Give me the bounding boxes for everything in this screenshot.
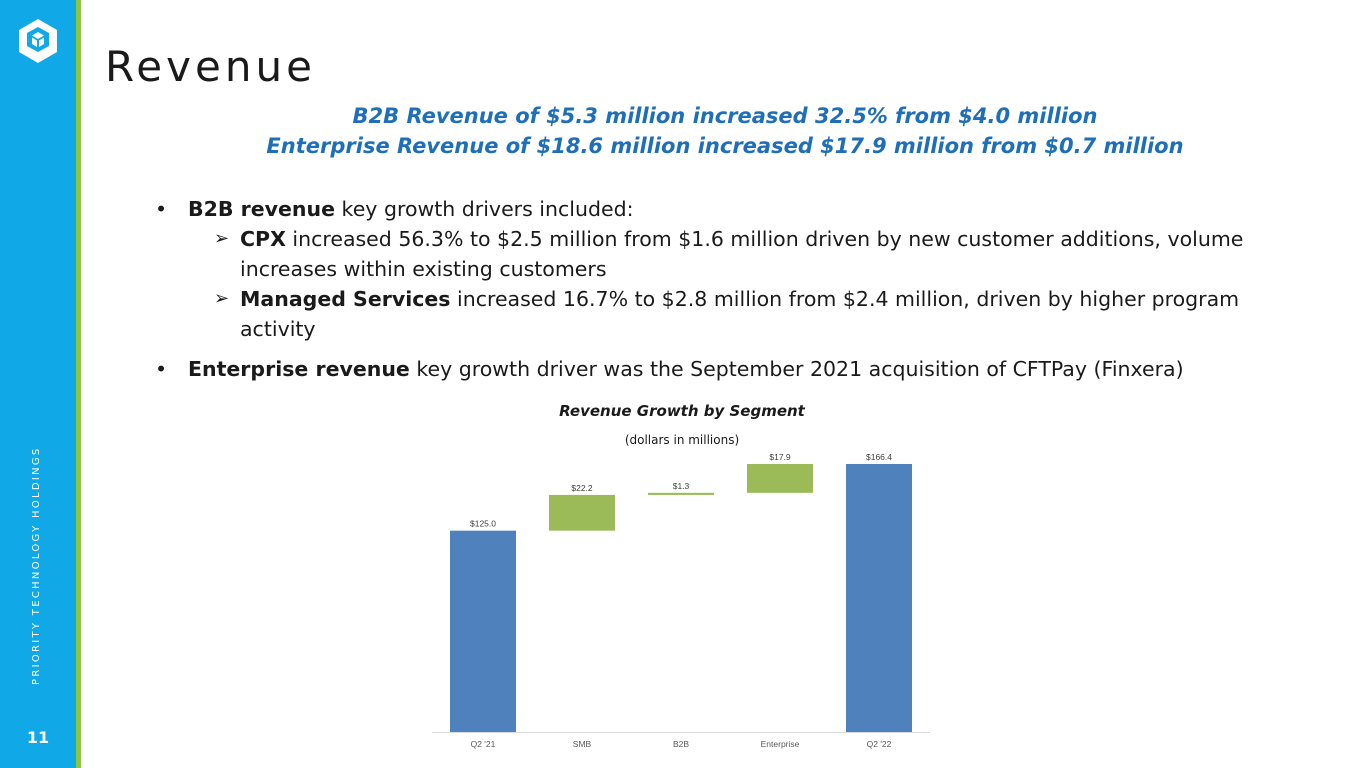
chart-title: Revenue Growth by Segment <box>559 402 805 420</box>
data-label: $125.0 <box>470 519 496 529</box>
bullet-enterprise: • Enterprise revenue key growth driver w… <box>155 354 1275 384</box>
data-label: $166.4 <box>866 452 892 462</box>
subbullet-cpx: ➢ CPX increased 56.3% to $2.5 million fr… <box>155 224 1275 284</box>
chart-subtitle: (dollars in millions) <box>624 433 740 447</box>
data-label: $1.3 <box>673 481 690 491</box>
company-name: PRIORITY TECHNOLOGY HOLDINGS <box>31 446 42 685</box>
bullet-b2b: • B2B revenue key growth drivers include… <box>155 194 1275 224</box>
bullet-enterprise-bold: Enterprise revenue <box>188 357 410 381</box>
x-tick-label: Q2 '22 <box>867 739 892 749</box>
headline-b2b: B2B Revenue of $5.3 million increased 32… <box>352 104 1098 128</box>
page-title: Revenue <box>105 42 316 91</box>
x-tick-label: B2B <box>673 739 689 749</box>
bullet-b2b-bold: B2B revenue <box>188 197 336 221</box>
subbullet-managed-services: ➢ Managed Services increased 16.7% to $2… <box>155 284 1275 344</box>
bullet-dot-icon: • <box>155 357 168 381</box>
x-tick-label: Enterprise <box>761 739 800 749</box>
bar-q2-22 <box>846 464 912 732</box>
subbullet-cpx-text: increased 56.3% to $2.5 million from $1.… <box>240 227 1244 281</box>
bar-b2b <box>648 492 714 495</box>
priority-logo-icon <box>19 19 57 63</box>
arrow-bullet-icon: ➢ <box>214 228 230 249</box>
sidebar-accent-stripe <box>76 0 81 768</box>
subbullet-managed-bold: Managed Services <box>240 287 451 311</box>
page-number: 11 <box>26 728 50 747</box>
bullet-list: • B2B revenue key growth drivers include… <box>155 194 1275 384</box>
waterfall-chart: $125.0 Q2 '21 $22.2 SMB $1.3 B2B $17.9 Enterpri… <box>432 452 930 749</box>
bar-smb <box>549 494 615 531</box>
bullet-enterprise-text: key growth driver was the September 2021… <box>409 357 1184 381</box>
arrow-bullet-icon: ➢ <box>214 288 230 309</box>
bar-enterprise <box>747 464 813 493</box>
x-tick-label: SMB <box>573 739 592 749</box>
data-label: $17.9 <box>769 452 791 462</box>
x-tick-label: Q2 '21 <box>471 739 496 749</box>
bullet-b2b-text: key growth drivers included: <box>335 197 634 221</box>
subbullet-managed-text: increased 16.7% to $2.8 million from $2.… <box>240 287 1240 341</box>
headline-enterprise: Enterprise Revenue of $18.6 million incr… <box>266 134 1184 158</box>
bullet-dot-icon: • <box>155 197 168 221</box>
data-label: $22.2 <box>571 483 593 493</box>
bar-q2-21 <box>450 530 516 732</box>
subbullet-cpx-bold: CPX <box>240 227 286 251</box>
sidebar: PRIORITY TECHNOLOGY HOLDINGS 11 <box>0 0 76 768</box>
